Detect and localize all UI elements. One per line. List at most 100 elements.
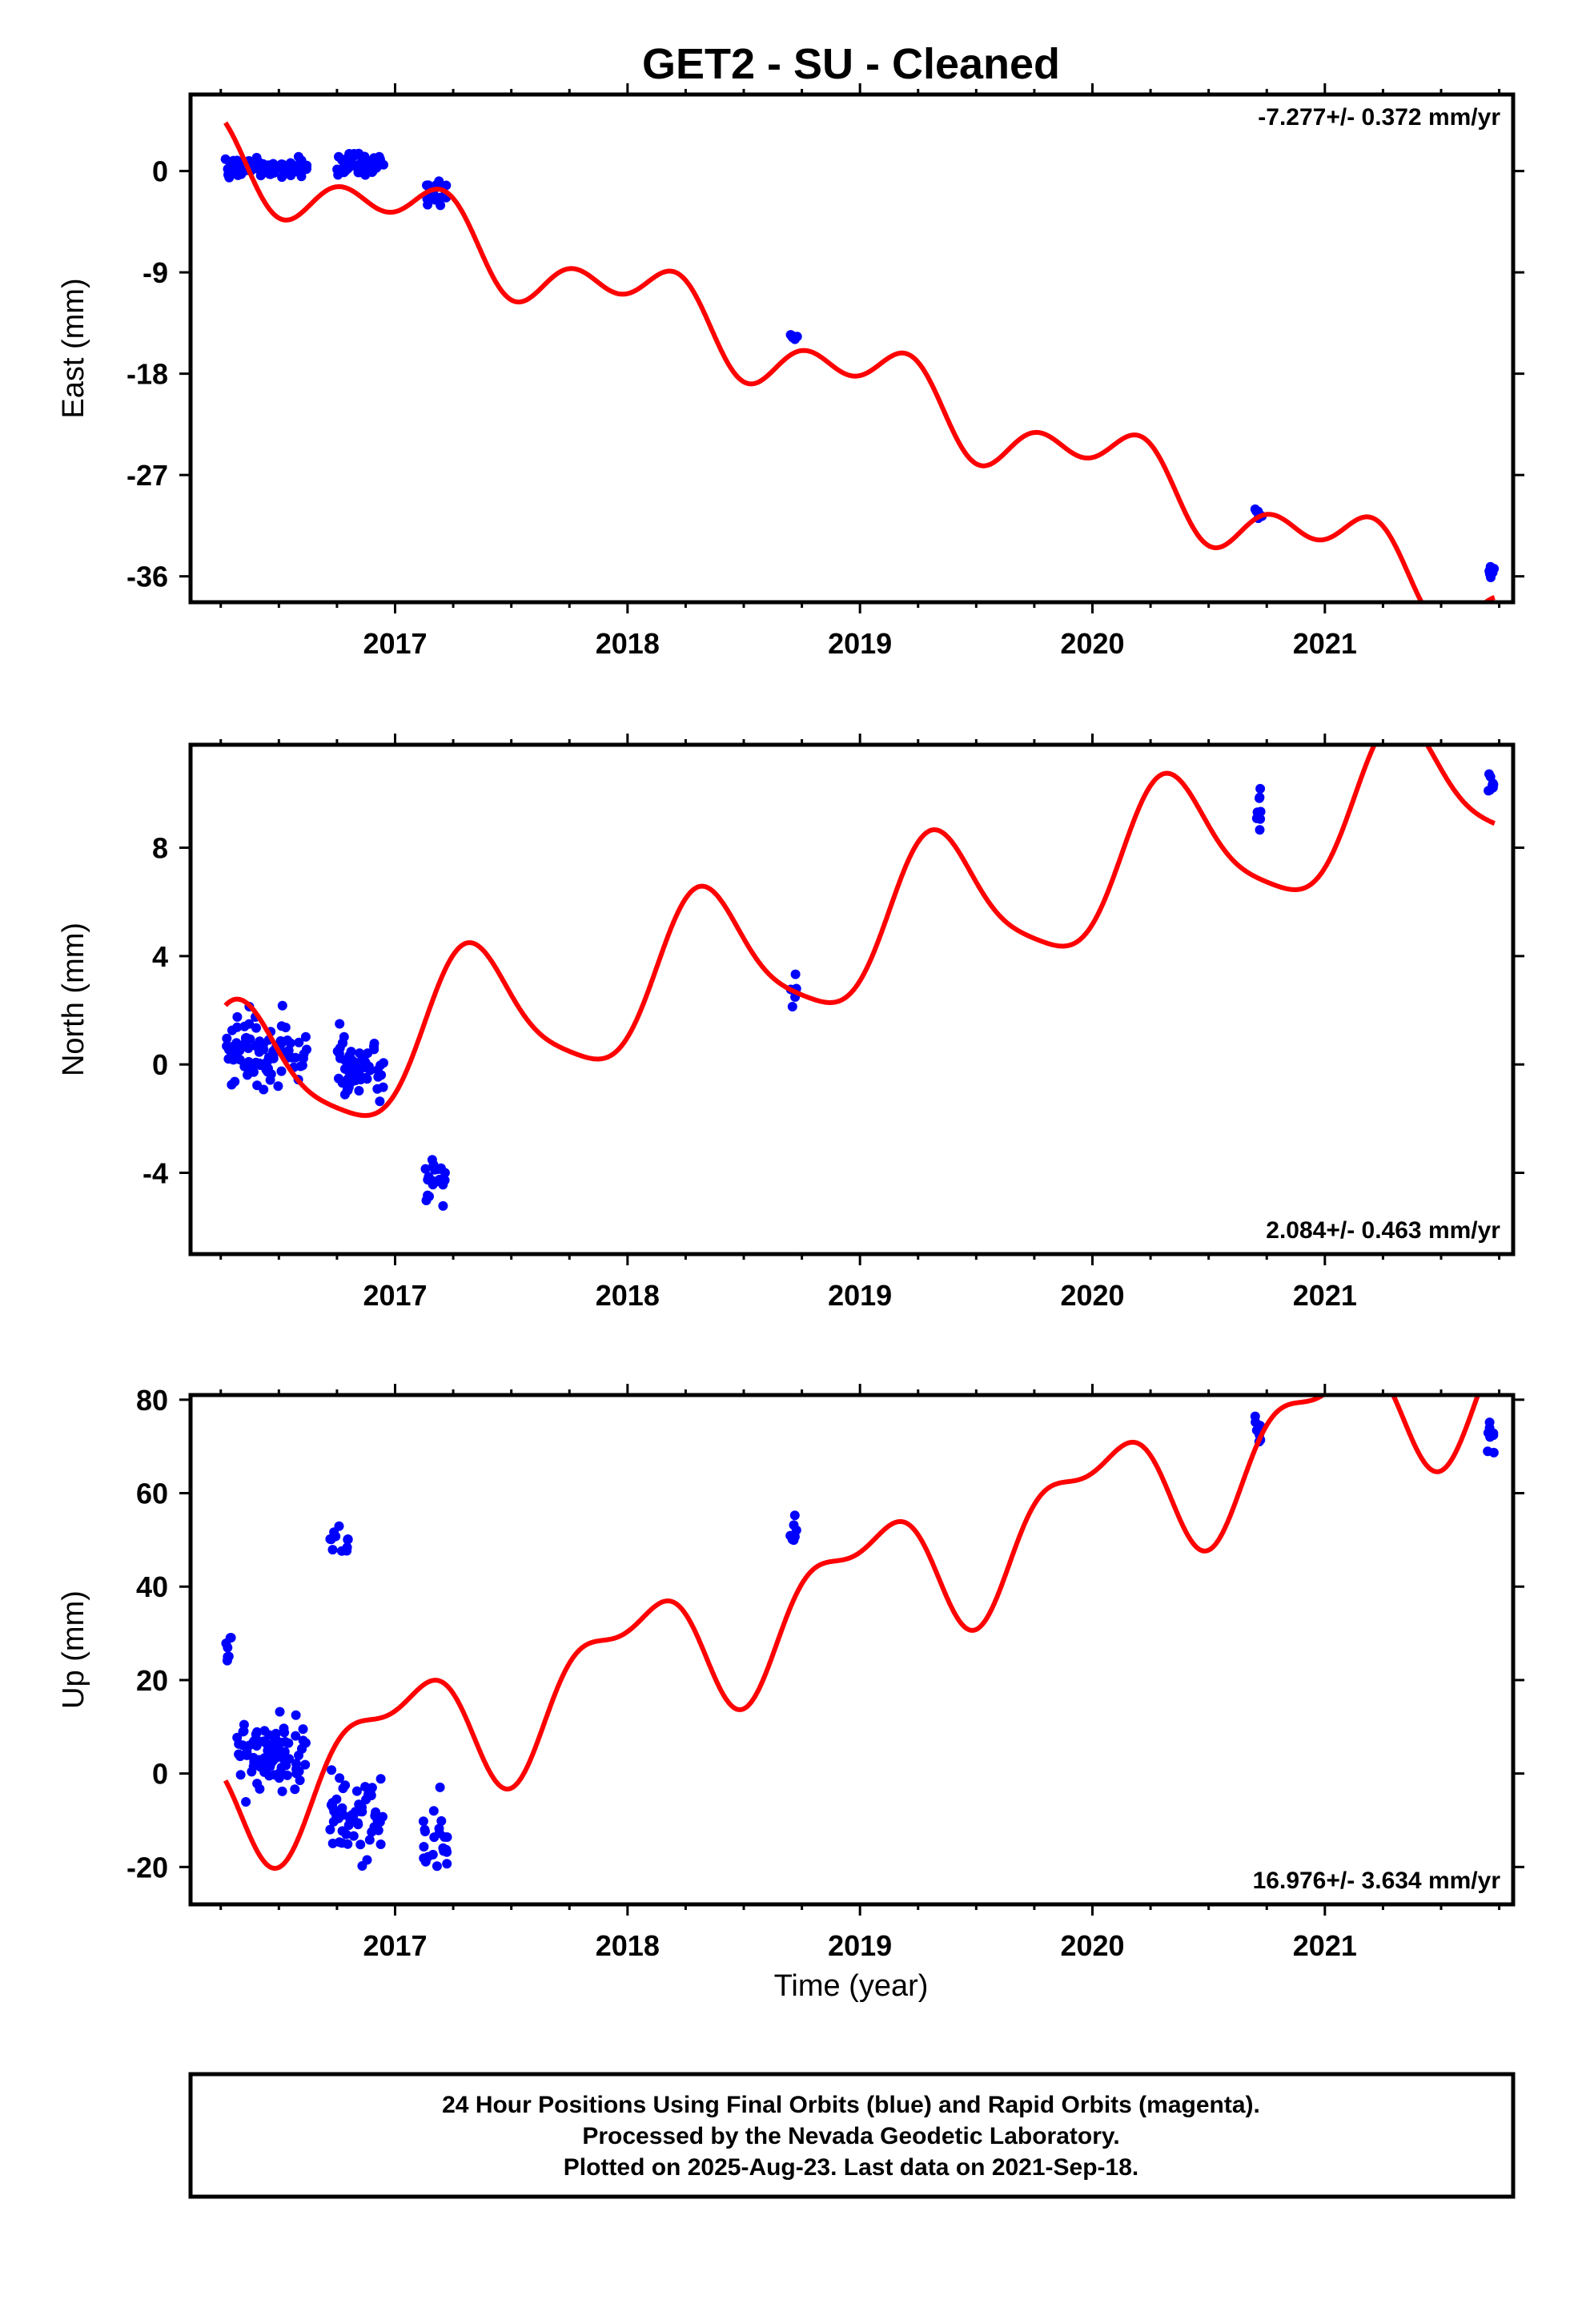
- up-data-point: [235, 1770, 246, 1780]
- x-axis-label: Time (year): [774, 1969, 929, 2003]
- north-data-point: [241, 1032, 251, 1043]
- up-data-point: [435, 1782, 445, 1792]
- up-data-point: [225, 1633, 235, 1643]
- up-data-point: [789, 1510, 800, 1521]
- north-data-point: [790, 969, 801, 979]
- up-data-point: [239, 1719, 249, 1730]
- north-data-point: [334, 1048, 344, 1059]
- up-data-point: [298, 1724, 308, 1735]
- north-data-point: [243, 1063, 253, 1073]
- up-data-point: [785, 1530, 796, 1541]
- east-x-tick-label: 2021: [1293, 627, 1357, 660]
- up-data-points: [221, 1411, 1499, 1872]
- east-y-tick-label: -27: [126, 459, 168, 492]
- north-data-point: [787, 1002, 797, 1011]
- up-data-point: [259, 1736, 269, 1747]
- north-data-point: [285, 1038, 295, 1048]
- up-data-point: [282, 1770, 292, 1780]
- up-data-point: [339, 1810, 348, 1820]
- panel-up: 80 60 40 20 0 -20 2017 2018 2019 2020 2021 Up (mm) 1…: [57, 1384, 1524, 1962]
- north-x-tick-label: 2020: [1060, 1279, 1124, 1312]
- north-data-point: [235, 1042, 245, 1052]
- east-data-point: [375, 155, 385, 165]
- up-data-point: [351, 1786, 362, 1796]
- up-data-point: [290, 1784, 300, 1795]
- east-data-point: [228, 155, 239, 166]
- up-data-point: [367, 1783, 377, 1793]
- north-data-point: [372, 1084, 383, 1094]
- north-data-point: [262, 1056, 272, 1067]
- north-data-point: [230, 1049, 240, 1059]
- east-y-tick-label: -36: [126, 561, 168, 593]
- north-data-point: [276, 1021, 287, 1031]
- east-data-point: [441, 180, 452, 191]
- up-x-tick-label: 2021: [1293, 1929, 1357, 1962]
- north-data-point: [277, 1000, 287, 1011]
- up-data-point: [278, 1753, 288, 1763]
- north-data-point: [299, 1049, 309, 1059]
- north-data-point: [251, 1023, 261, 1033]
- up-data-point: [223, 1651, 233, 1662]
- up-y-tick-label: -20: [126, 1851, 168, 1884]
- north-y-tick-label: 4: [152, 940, 168, 973]
- east-data-point: [423, 199, 433, 210]
- up-data-point: [442, 1847, 452, 1857]
- up-data-point: [348, 1831, 359, 1841]
- north-data-point: [276, 1066, 287, 1076]
- up-data-point: [370, 1811, 380, 1821]
- north-data-point: [373, 1072, 383, 1082]
- north-data-point: [232, 1011, 243, 1022]
- north-data-point: [337, 1038, 347, 1048]
- east-y-axis-label: East (mm): [57, 278, 90, 418]
- up-data-point: [249, 1735, 259, 1746]
- north-data-point: [300, 1031, 311, 1042]
- up-data-point: [271, 1728, 281, 1739]
- up-data-point: [291, 1759, 301, 1769]
- east-plot-frame: [188, 92, 1516, 605]
- up-data-point: [300, 1759, 311, 1770]
- north-data-point: [427, 1155, 437, 1165]
- north-data-point: [276, 1039, 287, 1048]
- north-data-points: [222, 769, 1499, 1211]
- north-data-point: [440, 1168, 450, 1178]
- north-x-tick-label: 2017: [363, 1279, 427, 1312]
- up-y-tick-label: 20: [136, 1664, 168, 1697]
- east-x-tick-label: 2017: [363, 627, 427, 660]
- panel-north: 8 4 0 -4 2017 2018 2019 2020 2021 North (mm) 2.084…: [57, 734, 1524, 1312]
- up-data-point: [361, 1795, 371, 1805]
- east-data-point: [1487, 566, 1497, 577]
- up-data-point: [355, 1839, 366, 1850]
- north-data-point: [375, 1060, 386, 1071]
- up-data-point: [343, 1534, 353, 1545]
- up-data-point: [440, 1831, 450, 1842]
- north-data-point: [339, 1089, 350, 1100]
- north-data-point: [259, 1084, 269, 1095]
- north-rate-label: 2.084+/- 0.463 mm/yr: [1266, 1217, 1500, 1244]
- up-data-point: [375, 1839, 386, 1849]
- footer-frame: [188, 2072, 1516, 2199]
- up-y-axis-label: Up (mm): [57, 1590, 90, 1709]
- up-data-point: [428, 1806, 439, 1816]
- north-data-point: [343, 1082, 354, 1092]
- north-data-point: [360, 1072, 371, 1083]
- east-data-points: [220, 148, 1500, 582]
- up-y-tick-label: 0: [152, 1758, 168, 1791]
- north-data-point: [339, 1055, 350, 1065]
- up-data-point: [247, 1767, 257, 1777]
- north-data-point: [1255, 783, 1266, 794]
- north-model-curve: [223, 745, 1496, 1118]
- east-data-point: [332, 164, 343, 175]
- up-data-point: [419, 1842, 429, 1852]
- up-data-point: [378, 1811, 387, 1822]
- up-data-point: [442, 1859, 452, 1869]
- up-model-curve: [223, 1395, 1481, 1871]
- north-data-point: [283, 1045, 294, 1055]
- east-x-tick-label: 2020: [1060, 627, 1124, 660]
- north-y-axis-label: North (mm): [57, 923, 90, 1076]
- up-rate-label: 16.976+/- 3.634 mm/yr: [1253, 1868, 1501, 1894]
- north-data-point: [1255, 806, 1266, 817]
- up-data-point: [291, 1768, 302, 1779]
- north-data-point: [363, 1063, 374, 1073]
- up-data-point: [1483, 1428, 1493, 1438]
- north-data-point: [1488, 780, 1498, 790]
